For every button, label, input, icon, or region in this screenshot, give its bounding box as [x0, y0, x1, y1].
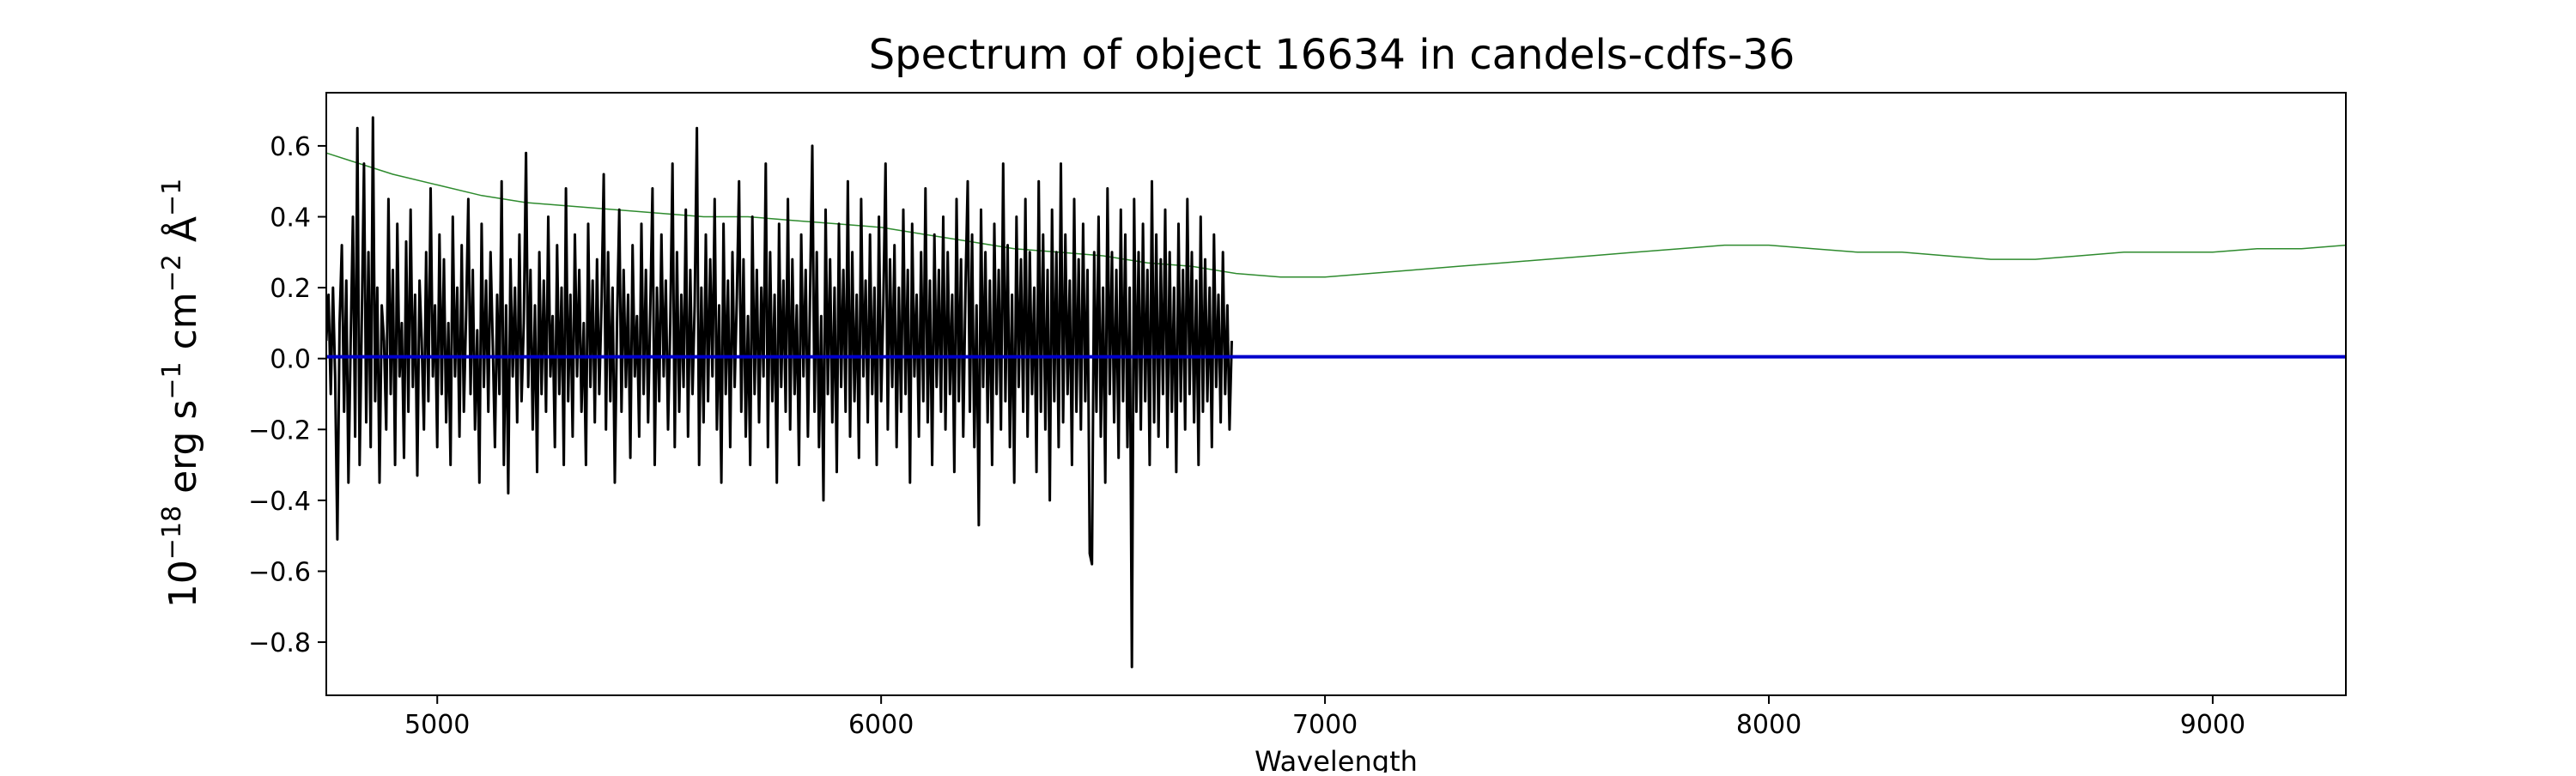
y-axis-label-unit3: Å	[160, 216, 205, 254]
chart-title: Spectrum of object 16634 in candels-cdfs…	[869, 31, 1795, 79]
x-axis-label: Wavelength	[1255, 745, 1418, 773]
series-layer	[326, 116, 2346, 669]
x-tick-label: 8000	[1736, 710, 1801, 740]
y-tick-label: 0.2	[270, 274, 311, 304]
x-tick-label: 5000	[404, 710, 470, 740]
y-tick-label: −0.6	[248, 557, 311, 587]
x-axis: 5000 6000 7000 8000 9000	[404, 695, 2245, 740]
y-axis-label-unit2: cm	[161, 292, 205, 361]
y-axis-label-unit3-exp: −1	[157, 179, 187, 216]
y-tick-label: 0.6	[270, 132, 311, 162]
y-axis-label-unit1-exp: −1	[157, 361, 187, 399]
x-tick-label: 9000	[2180, 710, 2245, 740]
y-tick-label: 0.0	[270, 345, 311, 375]
y-axis-label: 10−18 erg s−1 cm−2 Å−1	[157, 179, 205, 608]
y-tick-label: 0.4	[270, 203, 311, 233]
y-axis-label-unit2-exp: −2	[157, 254, 187, 292]
flux-series-line	[326, 116, 1233, 669]
y-axis-label-prefix-exp: −18	[157, 506, 187, 560]
x-tick-label: 7000	[1292, 710, 1358, 740]
y-tick-label: −0.4	[248, 487, 311, 517]
plot-frame	[325, 92, 2347, 696]
plot-area	[325, 92, 2347, 696]
y-axis: −0.8 −0.6 −0.4 −0.2 0.0 0.2 0.4 0.6	[248, 132, 326, 658]
y-tick-label: −0.2	[248, 415, 311, 446]
y-axis-label-unit1: erg s	[161, 400, 205, 506]
y-tick-label: −0.8	[248, 628, 311, 658]
error-series-line	[326, 152, 2346, 278]
y-axis-label-prefix: 10	[161, 560, 205, 608]
x-tick-label: 6000	[848, 710, 914, 740]
